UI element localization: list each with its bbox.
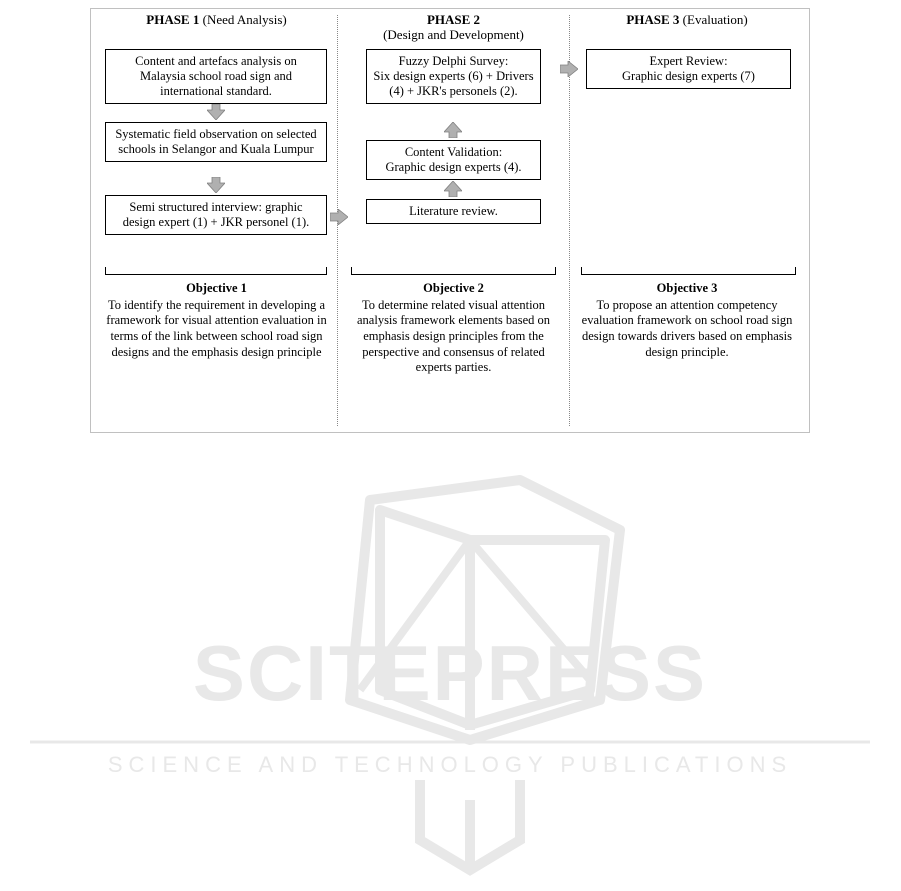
phase2-bracket: [351, 267, 556, 275]
watermark-tagline: SCIENCE AND TECHNOLOGY PUBLICATIONS: [108, 752, 792, 777]
watermark-logo-text: SCITEPRESS: [193, 629, 707, 717]
phase2-box-literature: Literature review.: [366, 199, 541, 224]
phase-1-header: PHASE 1 (Need Analysis): [99, 9, 334, 30]
arrow-up-icon: [444, 122, 462, 138]
objective-3-text: To propose an attention competency evalu…: [582, 298, 793, 359]
phase1-box-content-analysis: Content and artefacs analysis on Malaysi…: [105, 49, 327, 104]
phase1-objective: Objective 1 To identify the requirement …: [99, 281, 334, 360]
arrow-down-icon: [207, 177, 225, 193]
arrow-down-icon: [207, 104, 225, 120]
phase-3-title-bold: PHASE 3: [626, 12, 679, 27]
arrow-up-icon: [444, 181, 462, 197]
objective-2-title: Objective 2: [347, 281, 560, 297]
phase-3-title-rest: (Evaluation): [679, 12, 747, 27]
phase-2-title-rest: (Design and Development): [383, 27, 524, 42]
research-phases-diagram: PHASE 1 (Need Analysis) Content and arte…: [90, 8, 810, 433]
phase3-box-expert-review: Expert Review: Graphic design experts (7…: [586, 49, 791, 89]
objective-2-text: To determine related visual attention an…: [357, 298, 550, 375]
objective-1-text: To identify the requirement in developin…: [106, 298, 326, 359]
phase2-box-validation: Content Validation: Graphic design exper…: [366, 140, 541, 180]
scitepress-watermark: SCITEPRESS SCIENCE AND TECHNOLOGY PUBLIC…: [0, 470, 901, 886]
phase1-box-interview: Semi structured interview: graphic desig…: [105, 195, 327, 235]
phase-3-header: PHASE 3 (Evaluation): [571, 9, 803, 30]
phase-2-title-bold: PHASE 2: [427, 12, 480, 27]
phase1-box-field-observation: Systematic field observation on selected…: [105, 122, 327, 162]
phase3-objective: Objective 3 To propose an attention comp…: [571, 281, 803, 360]
phase1-bracket: [105, 267, 327, 275]
phase2-objective: Objective 2 To determine related visual …: [341, 281, 566, 376]
objective-3-title: Objective 3: [577, 281, 797, 297]
phase-2-header: PHASE 2 (Design and Development): [341, 9, 566, 45]
phase2-box-delphi: Fuzzy Delphi Survey: Six design experts …: [366, 49, 541, 104]
phase-1-title-rest: (Need Analysis): [199, 12, 286, 27]
objective-1-title: Objective 1: [105, 281, 328, 297]
phase-1-title-bold: PHASE 1: [146, 12, 199, 27]
phase3-bracket: [581, 267, 796, 275]
